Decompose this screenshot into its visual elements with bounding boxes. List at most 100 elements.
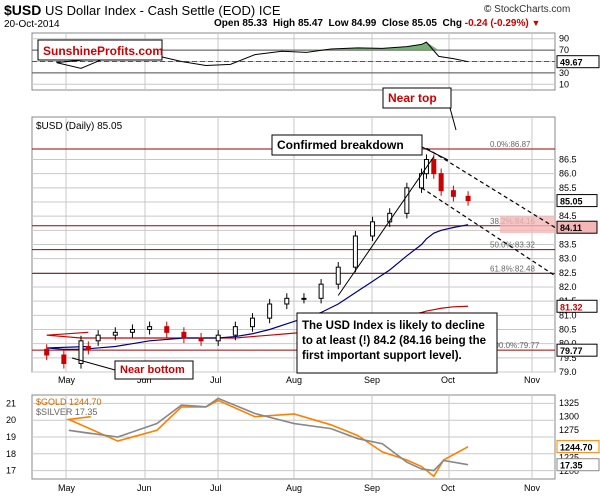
silver-legend: $SILVER 17.35 [36, 407, 97, 417]
chart-date: 20-Oct-2014 [4, 19, 60, 30]
candle-body [438, 173, 444, 192]
copyright-icon: © [484, 4, 492, 15]
candle-body [232, 326, 238, 336]
rsi-tick-label: 70 [559, 45, 569, 55]
price-tick-label: 80.5 [559, 325, 577, 335]
candle-body [112, 331, 118, 336]
price-x-tick-label: Aug [286, 375, 302, 385]
gs-x-tick-label: Nov [524, 483, 541, 493]
gs-x-tick-label: Aug [286, 483, 302, 493]
brand-box-label: SunshineProfits.com [43, 44, 163, 58]
rsi-tick-label: 10 [559, 79, 569, 89]
price-tick-label: 84.5 [559, 211, 577, 221]
rsi-last-value-label: 49.67 [560, 58, 583, 68]
rsi-tick-label: 30 [559, 68, 569, 78]
annotation-near-top: Near top [388, 91, 437, 105]
price-x-tick-label: Oct [441, 375, 456, 385]
price-value-label: 79.77 [560, 346, 583, 356]
annotation-confirmed-breakdown-box [271, 134, 423, 156]
price-tick-label: 82.5 [559, 268, 577, 278]
fib-label: 0.0%:86.87 [490, 140, 531, 149]
candle-body [147, 326, 153, 330]
silver-tick-label: 18 [6, 449, 16, 459]
candle-body [164, 326, 170, 333]
price-tick-label: 85.5 [559, 183, 577, 193]
annotation-forecast-line: The USD Index is likely to decline [302, 320, 485, 332]
candle-body [352, 235, 358, 268]
index-name: US Dollar Index - Cash Settle (EOD) [44, 3, 256, 18]
candle-body [44, 348, 50, 356]
candle-body [215, 334, 221, 342]
support-zone [500, 216, 555, 234]
price-tick-label: 79.0 [559, 367, 577, 377]
near-bottom-arrow [71, 357, 116, 371]
annotation-near-bottom: Near bottom [120, 364, 185, 376]
price-tick-label: 83.0 [559, 254, 577, 264]
gold-tick-label: 1300 [559, 412, 579, 422]
gs-last-value-box [556, 458, 600, 472]
price-x-tick-label: Nov [524, 375, 541, 385]
sma-200-line [46, 305, 469, 339]
price-tick-label: 81.0 [559, 310, 577, 320]
exchange: ICE [258, 3, 281, 18]
brand-watermark: © StockCharts.com [484, 4, 571, 15]
candle-body [95, 334, 101, 342]
candle-body [78, 340, 84, 365]
gold-tick-label: 1275 [559, 425, 579, 435]
open-value: 85.33 [242, 18, 268, 29]
gold-tick-label: 1225 [559, 452, 579, 462]
candle-body [284, 297, 290, 305]
price-x-tick-label: Sep [364, 375, 380, 385]
candle-body [85, 346, 91, 350]
price-tick-label: 79.5 [559, 353, 577, 363]
down-triangle-icon: ▼ [531, 18, 541, 28]
annotation-forecast-line: to at least (!) 84.2 (84.16 being the [302, 335, 486, 347]
fib-label: 61.8%:82.48 [490, 264, 535, 273]
ohlc-readout: Open 85.33 High 85.47 Low 84.99 Close 85… [214, 18, 541, 29]
price-tick-label: 80.0 [559, 339, 577, 349]
price-value-box [556, 343, 598, 357]
candle-body [335, 266, 341, 285]
candle-body [465, 195, 471, 202]
candle-body [370, 221, 376, 237]
price-x-tick-label: May [58, 375, 76, 385]
price-value-box [556, 220, 598, 234]
low-value: 84.99 [351, 18, 377, 29]
annotation-near-top-box [382, 87, 452, 109]
rsi-last-value-box [556, 55, 600, 69]
price-value-box [556, 194, 598, 208]
price-x-tick-label: Jun [137, 375, 152, 385]
channel-lower-line [421, 187, 556, 277]
price-value-label: 84.11 [560, 223, 582, 233]
silver-line [68, 397, 469, 472]
gs-x-tick-label: Oct [441, 483, 456, 493]
high-value: 85.47 [297, 18, 323, 29]
chart-title: $USD US Dollar Index - Cash Settle (EOD)… [4, 2, 281, 18]
candle-body [250, 317, 255, 328]
price-value-box [556, 299, 598, 313]
candle-body [267, 303, 273, 319]
near-top-arrow [449, 107, 457, 131]
price-value-label: 81.32 [560, 302, 583, 312]
candle-body [431, 159, 437, 175]
gs-x-tick-label: Jun [137, 483, 152, 493]
breakdown-arrow [421, 146, 449, 161]
annotation-confirmed-breakdown: Confirmed breakdown [277, 138, 404, 152]
gs-last-value-label: 1244.70 [560, 443, 593, 453]
annotation-forecast-line: first important support level). [302, 350, 462, 362]
gold-tick-label: 1325 [559, 398, 579, 408]
gs-last-value-label: 17.35 [560, 461, 583, 471]
price-series-legend: $USD (Daily) 85.05 [36, 121, 123, 132]
fib-label: 100.0%:79.77 [490, 341, 540, 350]
gs-last-value-box [556, 440, 600, 454]
annotation-forecast-box [296, 312, 498, 374]
price-value-label: 85.05 [560, 197, 583, 207]
silver-tick-label: 21 [6, 398, 16, 408]
silver-tick-label: 17 [6, 466, 16, 476]
price-x-tick-label: Jul [210, 375, 222, 385]
gold-legend: $GOLD 1244.70 [36, 397, 102, 407]
annotation-forecast: The USD Index is likely to decline to at … [302, 320, 486, 362]
rising-trend-line [337, 156, 435, 296]
candle-body [404, 187, 410, 214]
